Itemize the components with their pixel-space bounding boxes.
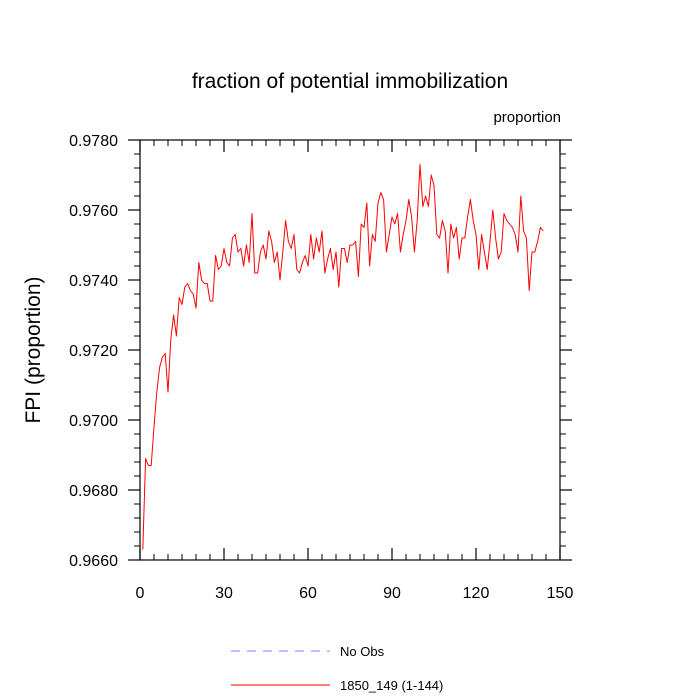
y-tick-label: 0.9660 xyxy=(69,553,118,570)
x-tick-label: 150 xyxy=(547,585,574,602)
y-tick-label: 0.9720 xyxy=(69,343,118,360)
x-tick-label: 90 xyxy=(383,585,401,602)
y-tick-label: 0.9760 xyxy=(69,203,118,220)
axis-tick-labels: 0 30 60 90 120 150 0.9660 0.9680 0.9700 0.9720 0.9… xyxy=(69,133,573,602)
x-tick-label: 120 xyxy=(463,585,490,602)
plot-frame xyxy=(139,139,561,561)
units-label: proportion xyxy=(493,109,561,126)
x-tick-label: 60 xyxy=(299,585,317,602)
legend-label: No Obs xyxy=(340,644,385,659)
x-tick-label: 30 xyxy=(215,585,233,602)
chart-title: fraction of potential immobilization xyxy=(192,70,508,93)
data-series xyxy=(142,164,544,550)
x-tick-label: 0 xyxy=(136,585,145,602)
axis-ticks xyxy=(128,139,572,561)
y-tick-label: 0.9780 xyxy=(69,133,118,150)
y-tick-label: 0.9700 xyxy=(69,413,118,430)
y-tick-label: 0.9740 xyxy=(69,273,118,290)
legend: No Obs 1850_149 (1-144) xyxy=(231,644,443,693)
y-tick-label: 0.9680 xyxy=(69,483,118,500)
series-line-1850-149 xyxy=(142,164,544,550)
y-axis-label: FPI (proportion) xyxy=(22,276,45,423)
legend-label: 1850_149 (1-144) xyxy=(340,678,443,693)
